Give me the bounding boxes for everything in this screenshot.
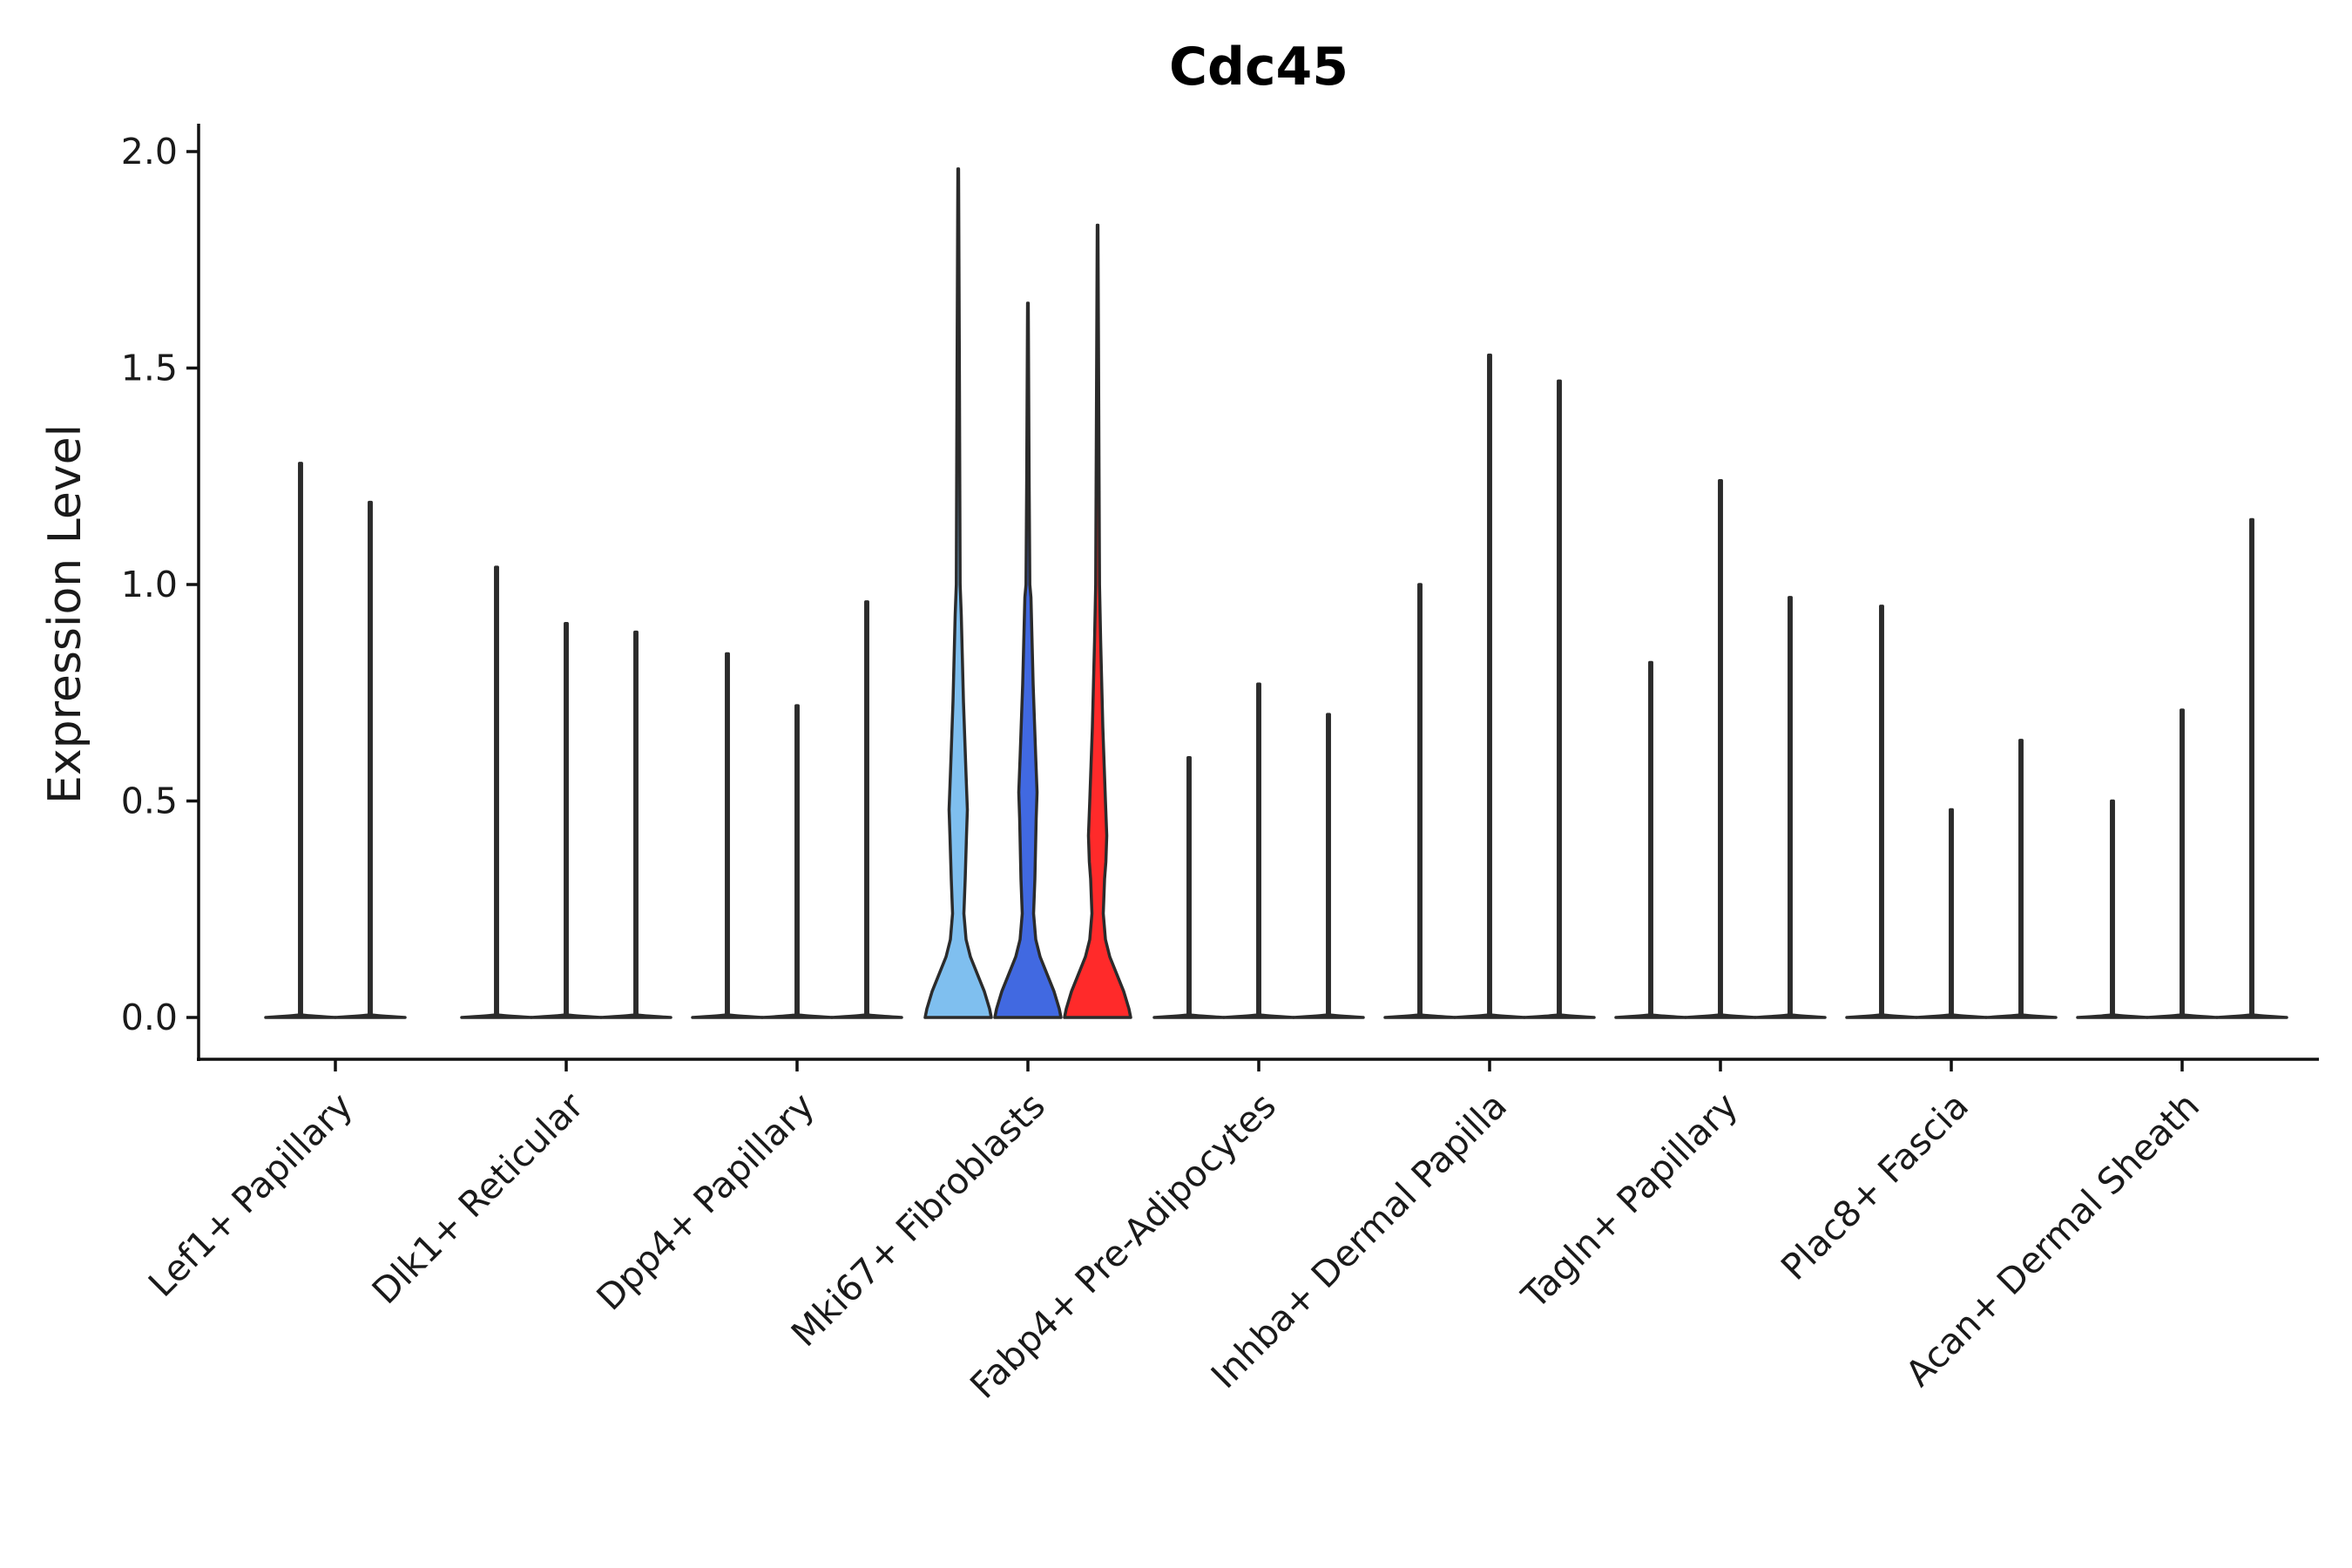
x-tick-label: Lef1+ Papillary: [140, 1085, 361, 1305]
violin-tagln-papillary-2: [1684, 478, 1757, 1019]
violin-tagln-papillary-1: [1614, 660, 1687, 1019]
y-tick-label: 0.0: [121, 997, 178, 1038]
violin-lef1-papillary-2: [334, 500, 407, 1019]
violin-acan-dermal-sheath-1: [2076, 799, 2149, 1019]
violins: [264, 167, 2288, 1019]
violin-lef1-papillary-1: [264, 462, 337, 1019]
violin-mki67-fibroblasts-1: [923, 167, 993, 1019]
violin-tagln-papillary-3: [1754, 596, 1827, 1019]
violin-dlk1-reticular-1: [460, 565, 533, 1019]
x-tick-label: Plac8+ Fascia: [1773, 1085, 1977, 1288]
violin-dlk1-reticular-3: [599, 630, 672, 1019]
y-tick-label: 2.0: [121, 131, 178, 172]
chart-title: Cdc45: [1169, 37, 1348, 98]
violin-inhba-dermal-papilla-3: [1523, 379, 1596, 1019]
y-axis-label: Expression Level: [39, 424, 91, 804]
y-ticks: 0.0 0.5 1.0 1.5 2.0: [121, 131, 199, 1038]
violin-dlk1-reticular-2: [530, 621, 603, 1019]
violin-inhba-dermal-papilla-2: [1453, 353, 1526, 1019]
violin-dpp4-papillary-3: [830, 600, 903, 1019]
violin-fabp4-pre-adipocytes-3: [1292, 713, 1365, 1019]
x-tick-label: Tagln+ Papillary: [1513, 1085, 1746, 1317]
violin-dpp4-papillary-2: [760, 704, 834, 1019]
violin-fabp4-pre-adipocytes-1: [1152, 756, 1226, 1019]
y-tick-label: 1.0: [121, 564, 178, 605]
x-tick-label: Dpp4+ Papillary: [589, 1085, 822, 1318]
violin-plac8-fascia-2: [1915, 808, 1988, 1019]
x-tick-label: Dlk1+ Reticular: [364, 1085, 591, 1312]
violin-plac8-fascia-3: [1984, 739, 2058, 1019]
x-tick-label: Mki67+ Fibroblasts: [783, 1085, 1053, 1355]
violin-acan-dermal-sheath-3: [2215, 517, 2288, 1019]
violin-dpp4-papillary-1: [691, 652, 764, 1019]
y-tick-label: 0.5: [121, 781, 178, 822]
violin-acan-dermal-sheath-2: [2146, 708, 2219, 1019]
violin-fabp4-pre-adipocytes-2: [1222, 682, 1295, 1019]
violin-plac8-fascia-1: [1845, 605, 1918, 1019]
violin-mki67-fibroblasts-2: [993, 301, 1063, 1019]
violin-mki67-fibroblasts-3: [1063, 223, 1132, 1019]
violin-inhba-dermal-papilla-1: [1383, 583, 1456, 1019]
y-tick-label: 1.5: [121, 348, 178, 389]
